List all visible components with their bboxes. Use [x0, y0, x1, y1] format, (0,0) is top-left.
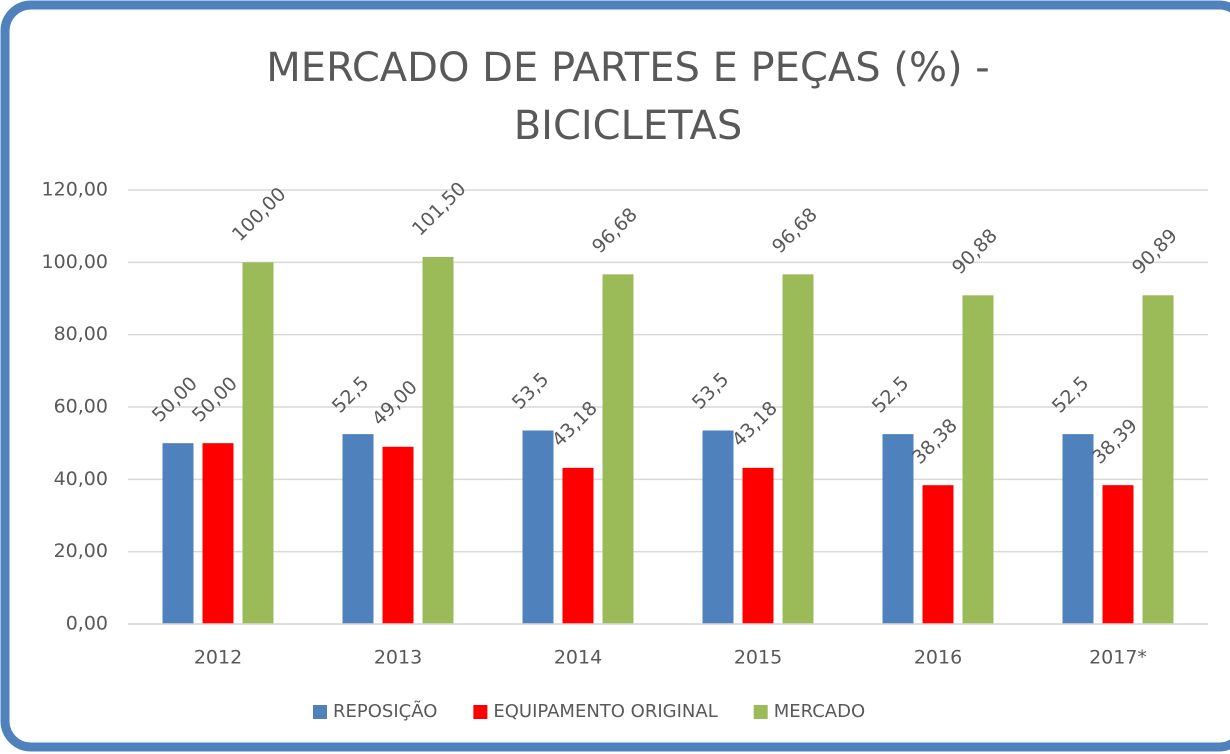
bar: [1142, 295, 1174, 624]
y-tick-label: 40,00: [54, 468, 108, 490]
y-tick-label: 120,00: [42, 179, 108, 201]
bar: [202, 443, 234, 624]
y-tick-label: 80,00: [54, 323, 108, 345]
bar: [602, 274, 634, 624]
y-tick-label: 60,00: [54, 396, 108, 418]
bar: [882, 434, 914, 624]
y-tick-label: 100,00: [42, 251, 108, 273]
x-tick-label: 2012: [194, 647, 242, 669]
legend-label: MERCADO: [774, 701, 865, 722]
chart-title: BICICLETAS: [514, 103, 743, 149]
bar: [702, 430, 734, 624]
y-tick-label: 20,00: [54, 540, 108, 562]
x-tick-label: 2017*: [1089, 647, 1147, 669]
bar: [422, 256, 454, 624]
bar: [742, 467, 774, 624]
bar: [1102, 485, 1134, 624]
bar: [522, 430, 554, 624]
bar: [342, 434, 374, 624]
bar: [382, 446, 414, 624]
x-tick-label: 2013: [374, 647, 422, 669]
legend-swatch: [313, 705, 327, 719]
chart-title: MERCADO DE PARTES E PEÇAS (%) -: [266, 45, 989, 91]
legend-swatch: [753, 705, 768, 719]
bar: [962, 295, 994, 624]
x-tick-label: 2014: [554, 647, 602, 669]
legend-label: REPOSIÇÃO: [333, 700, 437, 722]
bar: [162, 443, 194, 624]
x-tick-label: 2015: [734, 647, 782, 669]
bar: [922, 485, 954, 624]
bar: [1062, 434, 1094, 624]
bar: [782, 274, 814, 624]
legend-label: EQUIPAMENTO ORIGINAL: [493, 701, 717, 722]
x-tick-label: 2016: [914, 647, 962, 669]
y-tick-label: 0,00: [66, 613, 108, 635]
bar: [242, 262, 274, 624]
legend-swatch: [473, 705, 488, 719]
bar: [562, 467, 594, 624]
